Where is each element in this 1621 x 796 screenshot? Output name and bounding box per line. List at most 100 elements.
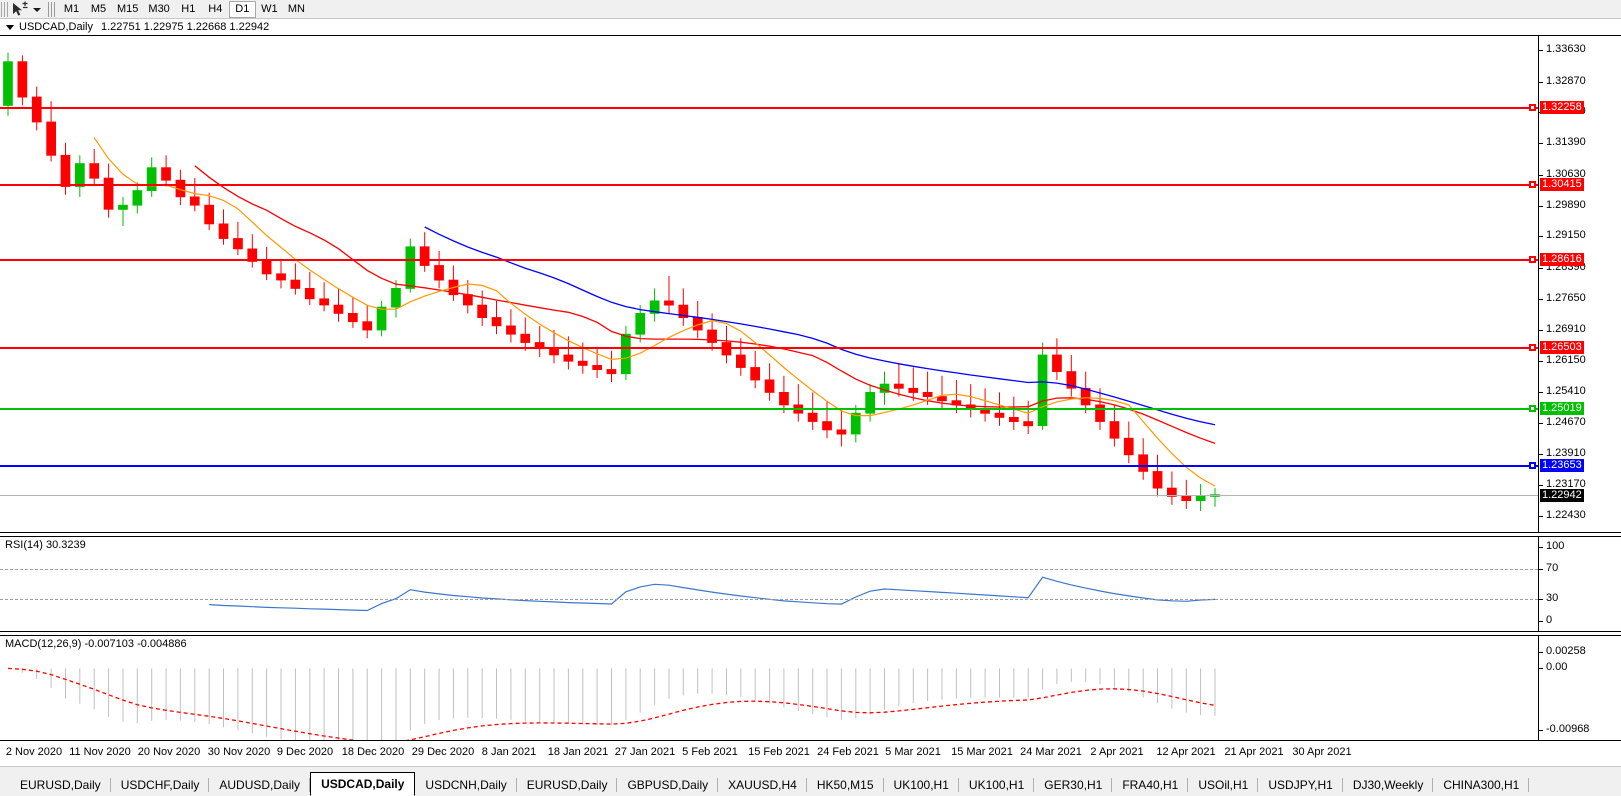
chart-tab-fra40-h1[interactable]: FRA40,H1	[1112, 774, 1189, 796]
rsi-pane[interactable]: 100 70 30 0 RSI(14) 30.3239	[0, 536, 1621, 632]
toolbar-separator-grip[interactable]	[48, 1, 55, 17]
chart-tab-usdcad-daily[interactable]: USDCAD,Daily	[310, 772, 416, 796]
price-axis-label: 1.26910	[1546, 323, 1586, 335]
axis-tick	[1539, 392, 1543, 393]
chart-tab-ger30-h1[interactable]: GER30,H1	[1034, 774, 1113, 796]
chart-ohlc-values: 1.22751 1.22975 1.22668 1.22942	[100, 21, 270, 33]
axis-tick	[1539, 599, 1543, 600]
resistance-level-1-line[interactable]	[0, 107, 1538, 109]
pivot-level-line[interactable]	[0, 408, 1538, 410]
axis-tick	[1539, 569, 1543, 570]
timeframe-button-m30[interactable]: M30	[148, 3, 170, 15]
axis-tick	[1539, 361, 1543, 362]
chart-tab-usdjpy-h1[interactable]: USDJPY,H1	[1258, 774, 1344, 796]
rsi-level-70	[0, 569, 1538, 570]
chart-tab-uk100-h1[interactable]: UK100,H1	[959, 774, 1035, 796]
resistance-level-2-price-tag: 1.30415	[1540, 178, 1584, 191]
price-axis-label: 1.33630	[1546, 43, 1586, 55]
date-axis-label: 15 Feb 2021	[748, 746, 810, 758]
date-axis-label: 21 Apr 2021	[1224, 746, 1284, 758]
chart-tab-audusd-daily[interactable]: AUDUSD,Daily	[209, 774, 310, 796]
resistance-level-1-price-tag: 1.32258	[1540, 101, 1584, 114]
axis-tick	[1539, 652, 1543, 653]
price-axis[interactable]: 1.336301.328701.321501.313901.306301.298…	[1538, 36, 1621, 532]
date-axis-label: 15 Mar 2021	[951, 746, 1013, 758]
resistance-level-3-handle[interactable]	[1529, 256, 1536, 263]
macd-axis[interactable]: 0.00258 0.00 -0.00968	[1538, 636, 1621, 740]
timeframe-button-w1[interactable]: W1	[261, 3, 278, 15]
date-axis-label: 20 Nov 2020	[137, 746, 201, 758]
triangle-down-icon[interactable]	[6, 22, 16, 32]
chart-tab-usdcnh-daily[interactable]: USDCNH,Daily	[415, 774, 518, 796]
resistance-level-3-line[interactable]	[0, 259, 1538, 261]
chart-tab-uk100-h1[interactable]: UK100,H1	[884, 774, 960, 796]
timeframe-button-mn[interactable]: MN	[287, 3, 305, 15]
chart-tab-china300-h1[interactable]: CHINA300,H1	[1433, 774, 1530, 796]
timeframe-button-m1[interactable]: M1	[63, 3, 80, 15]
axis-tick	[1539, 485, 1543, 486]
date-axis-label: 24 Feb 2021	[817, 746, 879, 758]
chart-tab-gbpusd-daily[interactable]: GBPUSD,Daily	[617, 774, 718, 796]
axis-tick	[1539, 516, 1543, 517]
price-plot-area[interactable]	[0, 36, 1538, 532]
timeframe-button-m15[interactable]: M15	[117, 3, 139, 15]
date-axis[interactable]: 2 Nov 2020 11 Nov 2020 20 Nov 2020 30 Nov 2…	[0, 742, 1621, 762]
toolbar-drag-handle[interactable]	[1, 1, 8, 17]
axis-tick	[1539, 423, 1543, 424]
last-price-line	[0, 495, 1538, 496]
rsi-axis[interactable]: 100 70 30 0	[1538, 537, 1621, 631]
macd-axis-label: 0.00258	[1546, 645, 1586, 657]
chart-tab-usdchf-daily[interactable]: USDCHF,Daily	[111, 774, 210, 796]
support-level-1-line[interactable]	[0, 465, 1538, 467]
date-axis-label: 2 Apr 2021	[1090, 746, 1144, 758]
date-axis-label: 30 Nov 2020	[207, 746, 271, 758]
timeframe-button-h1[interactable]: H1	[181, 3, 196, 15]
price-pane[interactable]: 1.336301.328701.321501.313901.306301.298…	[0, 35, 1621, 533]
axis-tick	[1539, 206, 1543, 207]
axis-tick	[1539, 268, 1543, 269]
chart-tab-usoil-h1[interactable]: USOil,H1	[1188, 774, 1259, 796]
chart-tab-eurusd-daily[interactable]: EURUSD,Daily	[10, 774, 111, 796]
rsi-plot-area[interactable]	[0, 537, 1538, 631]
timeframe-button-d1[interactable]: D1	[228, 0, 256, 18]
chart-title-bar: USDCAD,Daily 1.22751 1.22975 1.22668 1.2…	[0, 19, 1621, 35]
resistance-level-2-line[interactable]	[0, 184, 1538, 186]
axis-tick	[1539, 730, 1543, 731]
axis-tick	[1539, 236, 1543, 237]
axis-tick	[1539, 668, 1543, 669]
date-axis-label: 9 Dec 2020	[276, 746, 334, 758]
price-axis-label: 1.28390	[1546, 261, 1586, 273]
rsi-line-series	[209, 576, 1216, 612]
resistance-level-4-line[interactable]	[0, 347, 1538, 349]
date-axis-label: 29 Dec 2020	[411, 746, 475, 758]
axis-tick	[1539, 175, 1543, 176]
chevron-down-icon[interactable]	[30, 1, 43, 18]
macd-plot-area[interactable]	[0, 636, 1538, 740]
timeframe-button-m5[interactable]: M5	[90, 3, 107, 15]
price-axis-label: 1.25410	[1546, 385, 1586, 397]
pivot-level-handle[interactable]	[1529, 405, 1536, 412]
price-axis-label: 1.32870	[1546, 75, 1586, 87]
crosshair-cursor-icon[interactable]	[10, 1, 30, 18]
timeframe-button-group: M1 M5 M15 M30 H1 H4 D1 W1 MN	[58, 0, 310, 19]
resistance-level-1-handle[interactable]	[1529, 104, 1536, 111]
last-price-tag: 1.22942	[1540, 489, 1584, 502]
price-axis-label: 1.23910	[1546, 447, 1586, 459]
chart-tab-bar: EURUSD,Daily USDCHF,Daily AUDUSD,Daily USDC…	[0, 766, 1621, 796]
support-level-1-handle[interactable]	[1529, 462, 1536, 469]
chart-tab-hk50-m15[interactable]: HK50,M15	[807, 774, 884, 796]
macd-pane[interactable]: 0.00258 0.00 -0.00968 MACD(12,26,9) -0.007…	[0, 635, 1621, 741]
chart-tab-xauusd-h4[interactable]: XAUUSD,H4	[718, 774, 807, 796]
chart-tab-dj30-weekly[interactable]: DJ30,Weekly	[1343, 774, 1434, 796]
price-axis-label: 1.30630	[1546, 168, 1586, 180]
price-axis-label: 1.29150	[1546, 229, 1586, 241]
resistance-level-4-handle[interactable]	[1529, 344, 1536, 351]
chart-tab-eurusd-daily[interactable]: EURUSD,Daily	[517, 774, 618, 796]
date-axis-label: 2 Nov 2020	[5, 746, 63, 758]
date-axis-label: 24 Mar 2021	[1020, 746, 1082, 758]
timeframe-button-h4[interactable]: H4	[208, 3, 223, 15]
price-axis-label: 1.22430	[1546, 509, 1586, 521]
resistance-level-2-handle[interactable]	[1529, 181, 1536, 188]
date-axis-label: 30 Apr 2021	[1292, 746, 1352, 758]
